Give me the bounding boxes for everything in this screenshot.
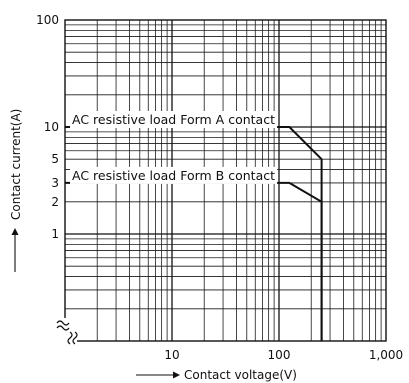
x-axis-title: Contact voltage(V)	[136, 368, 297, 382]
series-label-form-a: AC resistive load Form A contact	[72, 112, 275, 127]
y-axis-label: Contact current(A)	[9, 109, 23, 220]
y-tick-label: 100	[36, 13, 59, 27]
series-line-form-b	[65, 181, 323, 341]
series-labels: AC resistive load Form A contact AC resis…	[70, 111, 278, 184]
y-tick-label: 1	[51, 227, 59, 241]
y-tick-label: 2	[51, 195, 59, 209]
x-tick-label: 10	[164, 348, 179, 362]
y-tick-label: 5	[51, 152, 59, 166]
x-axis-label: Contact voltage(V)	[184, 368, 297, 382]
y-tick-labels: 1 2 3 5 10 100	[36, 13, 59, 241]
y-tick-label: 3	[51, 176, 59, 190]
y-axis-title: Contact current(A)	[9, 109, 23, 272]
y-tick-label: 10	[44, 120, 59, 134]
x-tick-label: 1,000	[369, 348, 403, 362]
series-label-background	[70, 111, 278, 128]
series-label-form-b: AC resistive load Form B contact	[72, 168, 275, 183]
x-tick-label: 100	[268, 348, 291, 362]
axis-break-icon	[55, 318, 78, 345]
series-label-background	[70, 166, 278, 184]
x-tick-labels: 10 100 1,000	[164, 348, 403, 362]
plot-frame	[64, 19, 387, 342]
